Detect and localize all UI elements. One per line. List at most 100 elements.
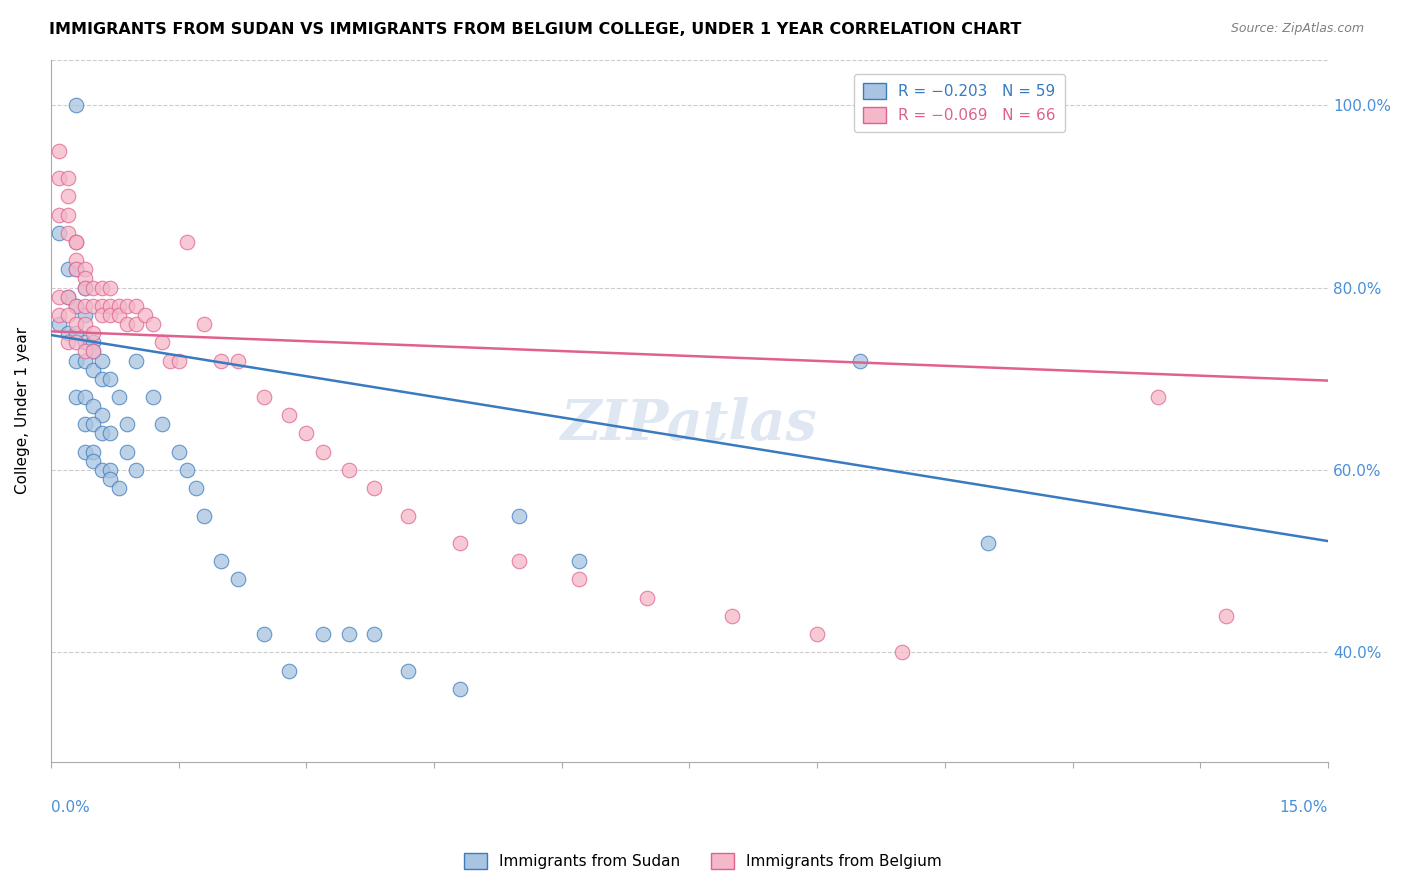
Point [65,98,87,112]
Point [65,235,87,249]
Point [56,326,79,341]
Point [449,536,471,550]
Point [73,335,96,350]
Point [100,463,122,477]
Point [508,508,530,523]
Point [48,144,70,158]
Point [73,280,96,294]
Point [100,280,122,294]
Point [117,317,139,331]
Point [108,308,131,322]
Point [337,627,360,641]
Point [65,262,87,277]
Point [167,353,190,368]
Point [56,335,79,350]
Point [56,189,79,203]
Point [56,262,79,277]
Point [48,317,70,331]
Point [82,344,104,359]
Point [117,444,139,458]
Point [1215,608,1237,623]
Point [568,573,591,587]
Point [73,280,96,294]
Point [73,271,96,285]
Point [150,335,173,350]
Point [56,208,79,222]
Point [449,681,471,696]
Point [65,299,87,313]
Point [100,299,122,313]
Point [82,399,104,413]
Point [253,627,276,641]
Point [73,417,96,432]
Point [806,627,828,641]
Point [100,308,122,322]
Point [100,426,122,441]
Point [295,426,318,441]
Point [398,664,420,678]
Point [90,353,112,368]
Point [82,299,104,313]
Point [48,171,70,186]
Point [108,481,131,495]
Point [125,317,148,331]
Point [56,290,79,304]
Point [90,463,112,477]
Point [193,508,215,523]
Point [125,463,148,477]
Point [90,280,112,294]
Point [65,335,87,350]
Point [73,262,96,277]
Point [117,417,139,432]
Point [82,280,104,294]
Point [226,573,249,587]
Point [142,390,165,404]
Point [73,444,96,458]
Point [73,344,96,359]
Point [167,444,190,458]
Point [1146,390,1168,404]
Point [82,362,104,376]
Point [976,536,998,550]
Point [159,353,181,368]
Point [82,335,104,350]
Point [56,290,79,304]
Point [134,308,156,322]
Point [209,554,232,568]
Point [48,290,70,304]
Point [82,454,104,468]
Point [65,235,87,249]
Point [142,317,165,331]
Point [73,353,96,368]
Point [48,308,70,322]
Point [636,591,658,605]
Point [48,226,70,240]
Point [65,262,87,277]
Point [82,417,104,432]
Point [117,299,139,313]
Point [65,253,87,268]
Text: 0.0%: 0.0% [51,800,90,815]
Point [363,627,385,641]
Point [150,417,173,432]
Point [125,353,148,368]
Point [337,463,360,477]
Text: ZIPatlas: ZIPatlas [561,397,818,452]
Text: IMMIGRANTS FROM SUDAN VS IMMIGRANTS FROM BELGIUM COLLEGE, UNDER 1 YEAR CORRELATI: IMMIGRANTS FROM SUDAN VS IMMIGRANTS FROM… [49,22,1022,37]
Point [508,554,530,568]
Point [209,353,232,368]
Point [65,299,87,313]
Point [65,390,87,404]
Point [56,308,79,322]
Legend: R = −0.203   N = 59, R = −0.069   N = 66: R = −0.203 N = 59, R = −0.069 N = 66 [853,74,1064,132]
Point [176,235,198,249]
Point [100,372,122,386]
Point [65,353,87,368]
Point [90,299,112,313]
Point [73,317,96,331]
Point [73,308,96,322]
Point [721,608,744,623]
Text: Source: ZipAtlas.com: Source: ZipAtlas.com [1230,22,1364,36]
Point [176,463,198,477]
Point [56,171,79,186]
